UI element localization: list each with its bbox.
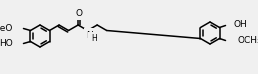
Text: O: O <box>76 9 83 17</box>
Text: HO: HO <box>0 39 12 48</box>
Text: OH: OH <box>233 20 247 29</box>
Text: MeO: MeO <box>0 24 12 33</box>
Text: OCH₃: OCH₃ <box>238 36 258 45</box>
Text: H: H <box>91 34 96 43</box>
Text: N: N <box>86 31 93 40</box>
